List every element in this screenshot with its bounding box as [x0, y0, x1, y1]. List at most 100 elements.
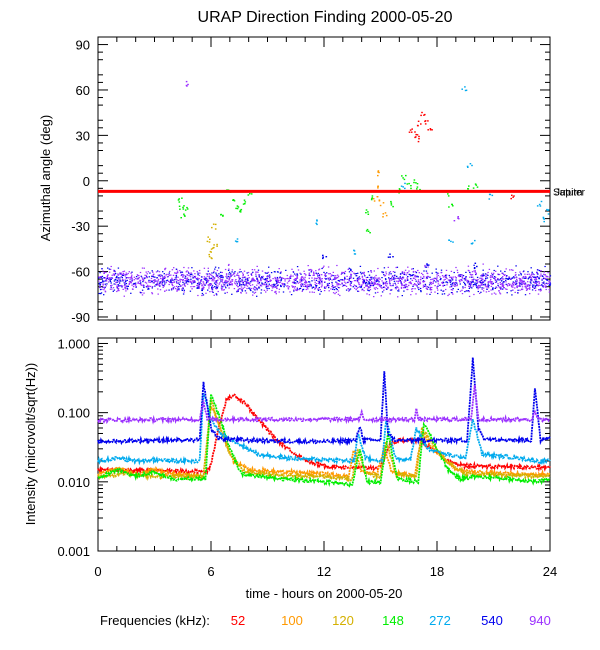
baseline-point: [161, 280, 163, 282]
baseline-point: [163, 281, 166, 283]
baseline-point: [357, 290, 359, 292]
baseline-point: [528, 287, 530, 289]
baseline-point: [473, 278, 475, 280]
baseline-point: [241, 276, 244, 278]
baseline-point: [222, 282, 224, 284]
baseline-point: [519, 280, 521, 282]
baseline-point: [228, 271, 231, 273]
baseline-point: [484, 283, 487, 285]
baseline-point: [203, 278, 205, 280]
baseline-point: [286, 274, 288, 277]
baseline-point: [185, 282, 187, 284]
baseline-point: [189, 276, 192, 278]
baseline-point: [415, 280, 417, 282]
baseline-point: [177, 276, 179, 278]
baseline-point: [482, 275, 484, 277]
baseline-point: [355, 273, 357, 275]
baseline-point: [201, 285, 203, 287]
baseline-point: [468, 270, 470, 272]
baseline-point: [168, 274, 171, 276]
baseline-point: [189, 280, 191, 282]
baseline-point: [487, 284, 489, 286]
baseline-point: [99, 289, 102, 291]
baseline-point: [254, 289, 256, 291]
baseline-point: [364, 282, 367, 284]
baseline-point: [161, 282, 164, 284]
baseline-point: [408, 270, 410, 272]
baseline-point: [435, 271, 437, 273]
baseline-point: [378, 277, 380, 279]
baseline-point: [183, 283, 185, 285]
baseline-point: [529, 293, 531, 295]
azimuth-point-148: [367, 213, 370, 215]
baseline-point: [116, 287, 118, 289]
baseline-point: [543, 271, 545, 273]
baseline-point: [469, 276, 471, 278]
baseline-point: [159, 285, 161, 287]
baseline-point: [130, 282, 132, 284]
baseline-point: [498, 279, 500, 281]
baseline-point: [369, 286, 371, 288]
baseline-point: [209, 283, 211, 286]
baseline-point: [508, 277, 511, 279]
baseline-point: [321, 280, 323, 283]
intensity-y-label: Intensity (microvolt/sqrt(Hz)): [23, 363, 38, 526]
baseline-point: [118, 285, 120, 287]
baseline-point: [494, 276, 497, 278]
baseline-point: [316, 285, 318, 287]
baseline-point: [329, 273, 331, 275]
legend-entry-148: 148: [382, 613, 404, 628]
baseline-point: [163, 273, 165, 275]
baseline-point: [304, 282, 307, 284]
baseline-point: [357, 286, 359, 288]
baseline-point: [365, 281, 368, 284]
baseline-point: [267, 285, 269, 287]
baseline-point: [228, 287, 230, 289]
baseline-point: [105, 279, 108, 282]
baseline-point: [388, 272, 391, 274]
baseline-point: [377, 280, 380, 282]
baseline-point: [473, 270, 475, 272]
baseline-point: [313, 279, 315, 281]
baseline-point: [132, 286, 135, 288]
baseline-point: [454, 283, 456, 286]
baseline-point: [525, 277, 528, 279]
baseline-point: [373, 279, 376, 281]
azimuth-point-272: [316, 219, 318, 221]
baseline-point: [493, 277, 495, 279]
baseline-point: [335, 277, 337, 280]
azimuth-point-272: [464, 86, 466, 88]
baseline-point: [184, 282, 186, 284]
baseline-point: [521, 284, 523, 286]
baseline-point: [423, 270, 425, 272]
baseline-point: [260, 285, 263, 287]
baseline-point: [218, 267, 220, 269]
baseline-point: [492, 289, 494, 291]
baseline-point: [497, 279, 499, 281]
baseline-point: [348, 271, 351, 273]
baseline-point: [393, 278, 396, 280]
baseline-point: [332, 271, 334, 273]
baseline-point: [362, 283, 364, 285]
baseline-point: [487, 283, 490, 285]
baseline-point: [471, 281, 473, 283]
azimuth-point-272: [400, 185, 403, 187]
baseline-point: [336, 288, 338, 291]
baseline-point: [321, 274, 323, 276]
baseline-point: [544, 285, 547, 287]
baseline-point: [273, 283, 275, 285]
baseline-point: [490, 285, 493, 287]
baseline-point: [219, 275, 221, 277]
baseline-point: [105, 277, 107, 279]
baseline-point: [207, 270, 209, 272]
baseline-point: [358, 283, 360, 285]
baseline-point: [540, 284, 542, 286]
baseline-point: [295, 279, 297, 281]
baseline-point: [529, 288, 531, 290]
baseline-point: [526, 288, 529, 290]
baseline-point: [408, 282, 410, 284]
baseline-point: [115, 276, 118, 279]
baseline-point: [321, 283, 323, 285]
baseline-point: [524, 284, 526, 286]
baseline-point: [126, 277, 129, 279]
